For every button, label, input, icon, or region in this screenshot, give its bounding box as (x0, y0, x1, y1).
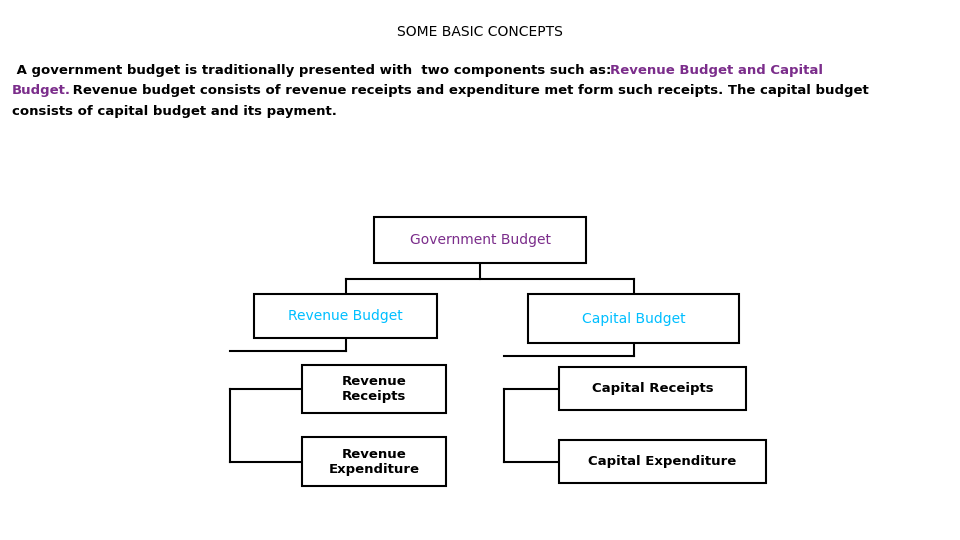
Text: Revenue
Expenditure: Revenue Expenditure (329, 448, 420, 476)
Text: Budget.: Budget. (12, 84, 70, 97)
Text: SOME BASIC CONCEPTS: SOME BASIC CONCEPTS (397, 25, 563, 39)
Text: consists of capital budget and its payment.: consists of capital budget and its payme… (12, 105, 336, 118)
Text: Government Budget: Government Budget (410, 233, 550, 247)
Text: Capital Expenditure: Capital Expenditure (588, 455, 736, 468)
FancyBboxPatch shape (254, 294, 437, 338)
FancyBboxPatch shape (528, 294, 739, 343)
Text: Revenue Budget and Capital: Revenue Budget and Capital (610, 64, 823, 77)
Text: Revenue
Receipts: Revenue Receipts (342, 375, 407, 403)
Text: Capital Budget: Capital Budget (582, 312, 685, 326)
Text: Capital Receipts: Capital Receipts (592, 382, 713, 395)
Text: Revenue Budget: Revenue Budget (288, 309, 403, 323)
FancyBboxPatch shape (302, 364, 446, 413)
FancyBboxPatch shape (302, 437, 446, 486)
FancyBboxPatch shape (559, 367, 747, 410)
Text: Revenue budget consists of revenue receipts and expenditure met form such receip: Revenue budget consists of revenue recei… (68, 84, 869, 97)
Text: A government budget is traditionally presented with  two components such as:: A government budget is traditionally pre… (12, 64, 620, 77)
FancyBboxPatch shape (374, 217, 586, 263)
FancyBboxPatch shape (559, 440, 765, 483)
